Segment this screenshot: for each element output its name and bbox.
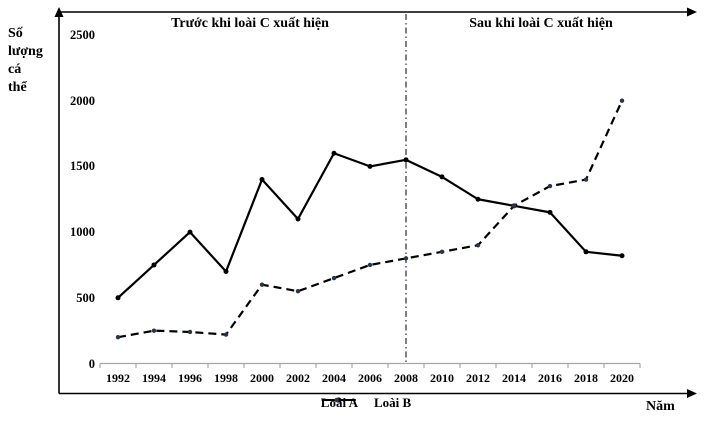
series-a-line (117, 152, 623, 299)
y-axis-title-line: lượng (8, 44, 43, 59)
data-point-a-2008 (403, 157, 409, 163)
data-point-a-2000 (259, 177, 265, 183)
legend-item-series-b: Loài B (321, 395, 412, 411)
data-point-b-2020 (619, 98, 625, 103)
data-point-b-2010 (439, 249, 445, 255)
data-point-b-2008 (403, 256, 409, 261)
x-axis-arrowhead (687, 389, 697, 398)
y-axis-title-line: Số (8, 26, 23, 41)
legend-series-b-label: Loài B (374, 395, 412, 410)
series-b-line (117, 100, 624, 339)
x-tick-label-2016: 2016 (538, 371, 562, 385)
data-point-a-2020 (619, 253, 625, 259)
x-tick-label-2014: 2014 (502, 371, 526, 385)
data-point-b-1996 (187, 329, 193, 335)
x-tick-label-1998: 1998 (214, 371, 238, 385)
x-tick-label-2010: 2010 (430, 371, 454, 385)
data-point-a-2002 (295, 216, 301, 222)
x-tick-label-2018: 2018 (574, 371, 598, 385)
top-frame-arrowhead (687, 7, 697, 17)
x-tick-label-1994: 1994 (142, 371, 166, 385)
x-tick-label-2008: 2008 (394, 371, 418, 385)
annotation-before-species-c: Trước khi loài C xuất hiện (171, 16, 329, 31)
x-tick-label-2002: 2002 (286, 371, 310, 385)
data-point-a-2004 (331, 150, 337, 156)
data-point-a-1996 (187, 229, 193, 235)
y-tick-label-1000: 1000 (70, 225, 95, 240)
data-point-a-1994 (151, 262, 157, 268)
chart-legend: Loài A Loài B (321, 395, 411, 411)
data-point-a-1998 (223, 269, 229, 275)
data-point-b-2012 (475, 243, 481, 248)
annotation-after-species-c: Sau khi loài C xuất hiện (469, 16, 613, 31)
data-point-a-2018 (583, 249, 589, 255)
y-tick-label-500: 500 (76, 290, 95, 305)
x-tick-label-2012: 2012 (466, 371, 490, 385)
y-tick-label-2500: 2500 (70, 28, 95, 42)
x-tick-label-2006: 2006 (358, 371, 382, 385)
data-point-b-2016 (547, 183, 553, 189)
data-point-b-2002 (295, 289, 301, 294)
x-tick-label-1996: 1996 (178, 371, 202, 385)
data-point-a-2012 (475, 196, 481, 202)
data-point-a-2010 (439, 174, 445, 180)
data-point-b-2000 (259, 282, 265, 287)
data-point-b-2014 (511, 203, 517, 209)
legend-series-b-line-sample (321, 397, 352, 403)
data-point-b-1992 (115, 335, 121, 340)
y-axis-title: Số lượng cá thể (8, 25, 43, 97)
x-tick-label-2020: 2020 (610, 371, 634, 385)
data-point-b-2004 (331, 275, 337, 281)
x-tick-label-2004: 2004 (322, 371, 346, 385)
y-axis-title-line: cá (8, 62, 22, 77)
data-point-a-1992 (115, 295, 121, 301)
data-point-b-2006 (367, 262, 373, 268)
data-point-b-1994 (151, 328, 157, 333)
data-point-a-2016 (547, 209, 553, 215)
y-axis-title-line: thể (8, 80, 27, 95)
y-tick-label-2000: 2000 (70, 93, 95, 108)
data-point-b-2018 (583, 177, 589, 182)
y-tick-label-0: 0 (88, 356, 95, 371)
x-tick-label-2000: 2000 (250, 371, 274, 385)
data-point-a-2006 (367, 163, 373, 169)
x-axis-name: Năm (646, 399, 675, 414)
y-tick-label-1500: 1500 (70, 159, 95, 174)
x-tick-label-1992: 1992 (106, 371, 130, 385)
data-point-b-1998 (223, 332, 229, 337)
